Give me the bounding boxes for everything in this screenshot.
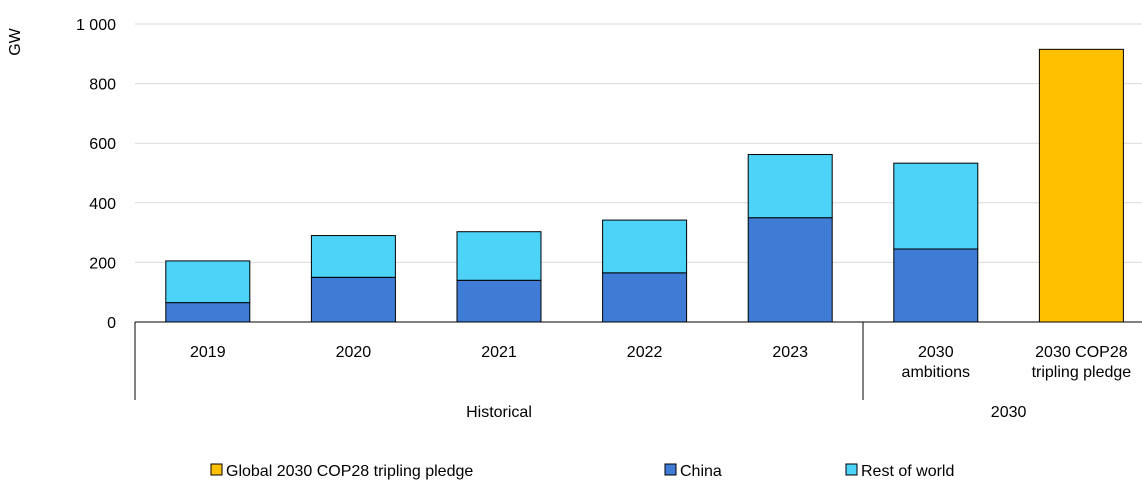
bar-segment — [747, 217, 833, 323]
group-label: 2030 — [991, 404, 1027, 421]
group-label: Historical — [466, 404, 532, 421]
legend-label: Global 2030 COP28 tripling pledge — [226, 463, 473, 480]
legend: Global 2030 COP28 tripling pledge China Re… — [210, 463, 954, 480]
legend-swatch — [845, 463, 858, 476]
legend-label: Rest of world — [861, 463, 954, 480]
y-tick-label: 0 — [107, 315, 116, 332]
bar-segment — [456, 231, 542, 281]
bar-segment — [893, 162, 979, 250]
bar-segment — [310, 276, 396, 323]
bar-segment — [1038, 48, 1124, 323]
x-tick-label: 2030 COP28 tripling pledge — [1032, 344, 1132, 381]
x-axis — [134, 321, 1142, 400]
x-tick-label: 2021 — [481, 344, 517, 361]
bar-segment — [602, 219, 688, 274]
x-tick-label: 2023 — [772, 344, 808, 361]
y-tick-label: 200 — [89, 255, 116, 272]
x-tick-label: 2030 ambitions — [902, 344, 970, 381]
y-axis-ticks: 0 200 400 600 800 1 000 — [76, 17, 116, 332]
legend-label: China — [680, 463, 722, 480]
y-tick-label: 600 — [89, 136, 116, 153]
x-axis-category-labels: 2019 2020 2021 2022 2023 2030 ambitions 2030 CO… — [190, 344, 1131, 381]
x-tick-label: 2022 — [627, 344, 663, 361]
y-tick-label: 1 000 — [76, 17, 116, 34]
y-tick-label: 400 — [89, 196, 116, 213]
bar-segment — [893, 248, 979, 323]
bars — [165, 48, 1124, 323]
bar-segment — [456, 279, 542, 323]
bar-segment — [165, 302, 251, 323]
x-tick-label: 2019 — [190, 344, 226, 361]
x-axis-group-labels: Historical 2030 — [466, 404, 1026, 421]
legend-swatch — [210, 463, 223, 476]
bar-segment — [165, 260, 251, 304]
bar-segment — [747, 154, 833, 219]
legend-swatch — [664, 463, 677, 476]
y-axis-label: GW — [7, 27, 24, 55]
y-tick-label: 800 — [89, 77, 116, 94]
bar-segment — [602, 272, 688, 323]
x-tick-label: 2020 — [336, 344, 372, 361]
bar-segment — [310, 235, 396, 278]
